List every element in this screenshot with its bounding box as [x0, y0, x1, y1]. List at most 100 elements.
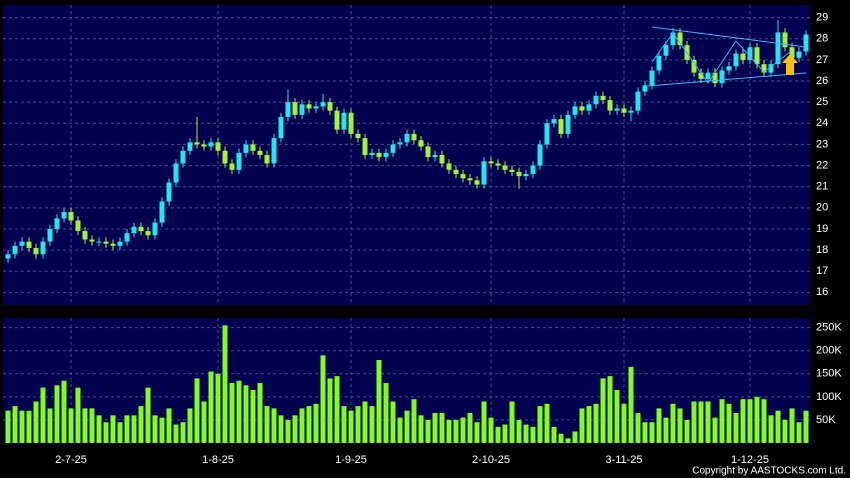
- volume-bar: [348, 410, 354, 443]
- candle-body: [201, 144, 207, 147]
- volume-bar: [229, 383, 235, 443]
- volume-bar: [180, 422, 186, 443]
- candle-body: [425, 146, 431, 158]
- volume-bar: [775, 410, 781, 443]
- candle-body: [663, 45, 669, 56]
- candle-body: [474, 180, 480, 185]
- candle-body: [635, 91, 641, 111]
- volume-bar: [544, 403, 550, 443]
- candle-body: [453, 169, 459, 175]
- volume-bar: [250, 389, 256, 443]
- volume-bar: [68, 408, 74, 443]
- volume-bar: [663, 417, 669, 443]
- volume-bar: [621, 403, 627, 443]
- candle-body: [313, 106, 319, 109]
- candle-body: [222, 150, 228, 164]
- volume-bar: [677, 408, 683, 443]
- volume-bar: [54, 385, 60, 443]
- x-tick-label: 1-9-25: [335, 454, 367, 466]
- candle-body: [33, 247, 39, 255]
- volume-bar: [313, 403, 319, 443]
- volume-bar: [110, 415, 116, 443]
- volume-bar: [691, 401, 697, 443]
- volume-bar: [236, 380, 242, 443]
- candle-body: [404, 133, 410, 143]
- candle-body: [446, 163, 452, 170]
- y-tick-label: 23: [816, 138, 828, 150]
- y-tick-label: 24: [816, 117, 828, 129]
- candle-body: [614, 108, 620, 111]
- volume-bar: [257, 383, 263, 443]
- candle-body: [110, 243, 116, 246]
- volume-bar: [173, 424, 179, 443]
- candle-body: [292, 102, 298, 115]
- candle-body: [712, 72, 718, 84]
- x-tick-label: 3-11-25: [605, 454, 642, 466]
- volume-bar: [719, 399, 725, 443]
- x-tick-label: 1-8-25: [202, 454, 234, 466]
- candle-body: [677, 32, 683, 46]
- candle-body: [187, 142, 193, 151]
- candle-body: [5, 254, 11, 259]
- volume-bar: [579, 408, 585, 443]
- volume-bar: [299, 408, 305, 443]
- volume-bar: [26, 410, 32, 443]
- candle-body: [782, 32, 788, 48]
- volume-bar: [334, 376, 340, 443]
- candle-body: [754, 47, 760, 65]
- volume-bar: [565, 438, 571, 443]
- candle-body: [40, 241, 46, 255]
- candle-body: [411, 133, 417, 141]
- volume-bar: [551, 426, 557, 443]
- volume-bar: [152, 415, 158, 443]
- volume-bar: [341, 406, 347, 443]
- candle-body: [460, 174, 466, 179]
- candle-body: [509, 169, 515, 172]
- candle-body: [432, 155, 438, 158]
- volume-bar: [439, 413, 445, 443]
- candle-body: [327, 102, 333, 111]
- volume-bar: [124, 415, 130, 443]
- trend-lines: [647, 26, 807, 87]
- candle-body: [467, 178, 473, 181]
- y-tick-label: 18: [816, 244, 828, 256]
- candle-body: [733, 53, 739, 67]
- candle-body: [159, 201, 165, 223]
- y-tick-label: 50K: [816, 414, 836, 426]
- candle-body: [355, 133, 361, 139]
- candle-body: [96, 241, 102, 243]
- volume-bar: [586, 406, 592, 443]
- candle-body: [250, 144, 256, 151]
- volume-bar: [516, 419, 522, 443]
- volume-bar: [159, 417, 165, 443]
- candle-body: [180, 150, 186, 164]
- candle-body: [362, 138, 368, 155]
- candle-body: [341, 112, 347, 130]
- volume-bar: [726, 403, 732, 443]
- volume-bar: [803, 410, 809, 443]
- volume-bar: [33, 401, 39, 443]
- candle-body: [26, 241, 32, 248]
- volume-bar: [607, 376, 613, 443]
- volume-bar: [635, 413, 641, 443]
- volume-bar: [705, 401, 711, 443]
- volume-bar: [754, 396, 760, 443]
- volume-bar: [642, 422, 648, 443]
- candle-body: [488, 161, 494, 164]
- volume-bar: [355, 406, 361, 443]
- volume-bar: [187, 408, 193, 443]
- volume-bar: [320, 355, 326, 443]
- volume-bar: [390, 401, 396, 443]
- x-tick-label: 1-12-25: [731, 454, 769, 466]
- volume-bar: [768, 415, 774, 443]
- candle-body: [747, 47, 753, 60]
- candle-body: [789, 47, 795, 58]
- volume-bar: [509, 401, 515, 443]
- volume-bar: [397, 417, 403, 443]
- candle-body: [551, 119, 557, 124]
- volume-bar: [502, 424, 508, 443]
- volume-bar: [747, 399, 753, 443]
- candle-body: [418, 140, 424, 147]
- volume-bar: [208, 371, 214, 443]
- volume-bar: [796, 422, 802, 443]
